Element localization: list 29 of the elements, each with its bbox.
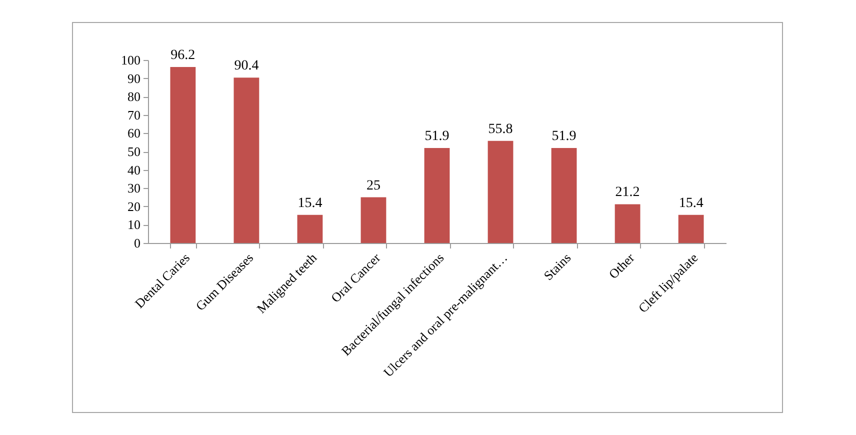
data-label: 51.9 [424, 129, 450, 144]
y-tick-label: 70 [128, 107, 140, 122]
data-label: 96.2 [170, 48, 196, 63]
data-label: 51.9 [552, 129, 576, 144]
bar [360, 197, 386, 243]
y-tick-label: 30 [128, 180, 140, 196]
bar [488, 140, 514, 243]
bar [297, 214, 323, 243]
y-tick-label: 10 [128, 217, 140, 232]
data-label: 21.2 [615, 185, 640, 200]
y-tick-label: 0 [134, 236, 140, 250]
y-tick-label: 80 [128, 89, 140, 104]
y-tick-label: 40 [128, 162, 140, 178]
data-label: 15.4 [678, 196, 704, 211]
bar [170, 66, 196, 243]
y-tick-label: 100 [121, 52, 140, 68]
bar [234, 78, 260, 243]
y-tick-label: 60 [128, 126, 140, 141]
data-label: 15.4 [298, 196, 322, 211]
bar [551, 148, 577, 243]
bar [614, 204, 640, 243]
data-label: 90.4 [234, 58, 259, 74]
y-tick-label: 50 [128, 144, 140, 159]
y-tick-label: 20 [128, 198, 140, 214]
bar [424, 148, 450, 243]
y-tick-label: 90 [128, 70, 140, 86]
data-label: 55.8 [488, 122, 513, 137]
bar [678, 214, 704, 243]
data-label: 25 [366, 178, 380, 194]
